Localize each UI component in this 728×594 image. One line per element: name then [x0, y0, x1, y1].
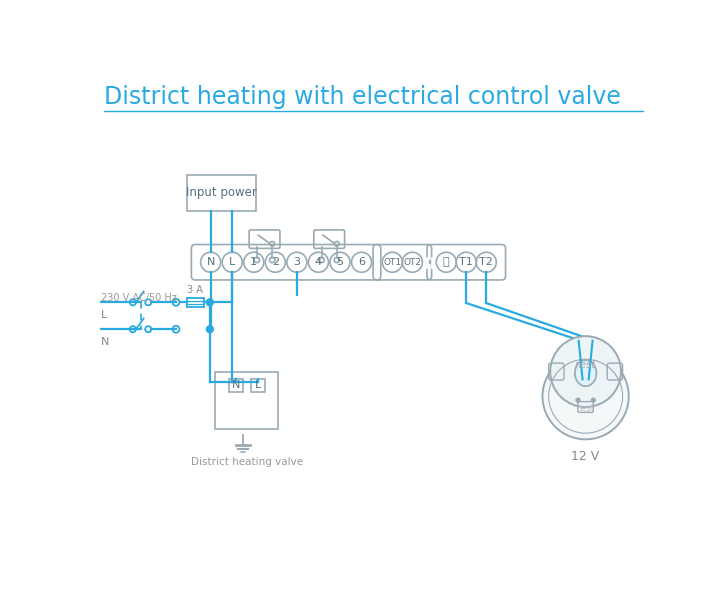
Bar: [215, 372, 278, 429]
Text: 1: 1: [250, 257, 257, 267]
Circle shape: [542, 353, 629, 440]
Ellipse shape: [575, 360, 596, 386]
Text: L: L: [229, 257, 235, 267]
Text: 4: 4: [315, 257, 322, 267]
Text: District heating with electrical control valve: District heating with electrical control…: [103, 85, 620, 109]
Text: nest: nest: [575, 361, 596, 371]
Bar: [250, 378, 264, 393]
Text: N: N: [100, 337, 109, 347]
Bar: [187, 298, 204, 307]
Bar: [187, 175, 256, 211]
Circle shape: [576, 398, 579, 402]
Text: Input power: Input power: [186, 187, 257, 200]
Text: ⏚: ⏚: [443, 257, 450, 267]
Text: T1: T1: [459, 257, 473, 267]
Text: T2: T2: [479, 257, 494, 267]
Circle shape: [207, 326, 213, 333]
Text: 6: 6: [358, 257, 365, 267]
Text: 5: 5: [336, 257, 344, 267]
Text: District heating valve: District heating valve: [191, 457, 303, 467]
Text: nest: nest: [577, 404, 595, 413]
Text: L: L: [100, 310, 107, 320]
Text: N: N: [207, 257, 215, 267]
Text: OT2: OT2: [403, 258, 422, 267]
Text: 12 V: 12 V: [571, 450, 600, 463]
Bar: [229, 378, 243, 393]
Text: 230 V AC/50 Hz: 230 V AC/50 Hz: [100, 293, 176, 303]
Circle shape: [207, 299, 213, 306]
Text: N: N: [232, 380, 240, 390]
Text: OT1: OT1: [383, 258, 401, 267]
Text: 3: 3: [293, 257, 301, 267]
Text: 2: 2: [272, 257, 279, 267]
Circle shape: [550, 336, 621, 407]
Circle shape: [591, 398, 596, 402]
Text: 3 A: 3 A: [187, 285, 203, 295]
Text: L: L: [255, 380, 261, 390]
